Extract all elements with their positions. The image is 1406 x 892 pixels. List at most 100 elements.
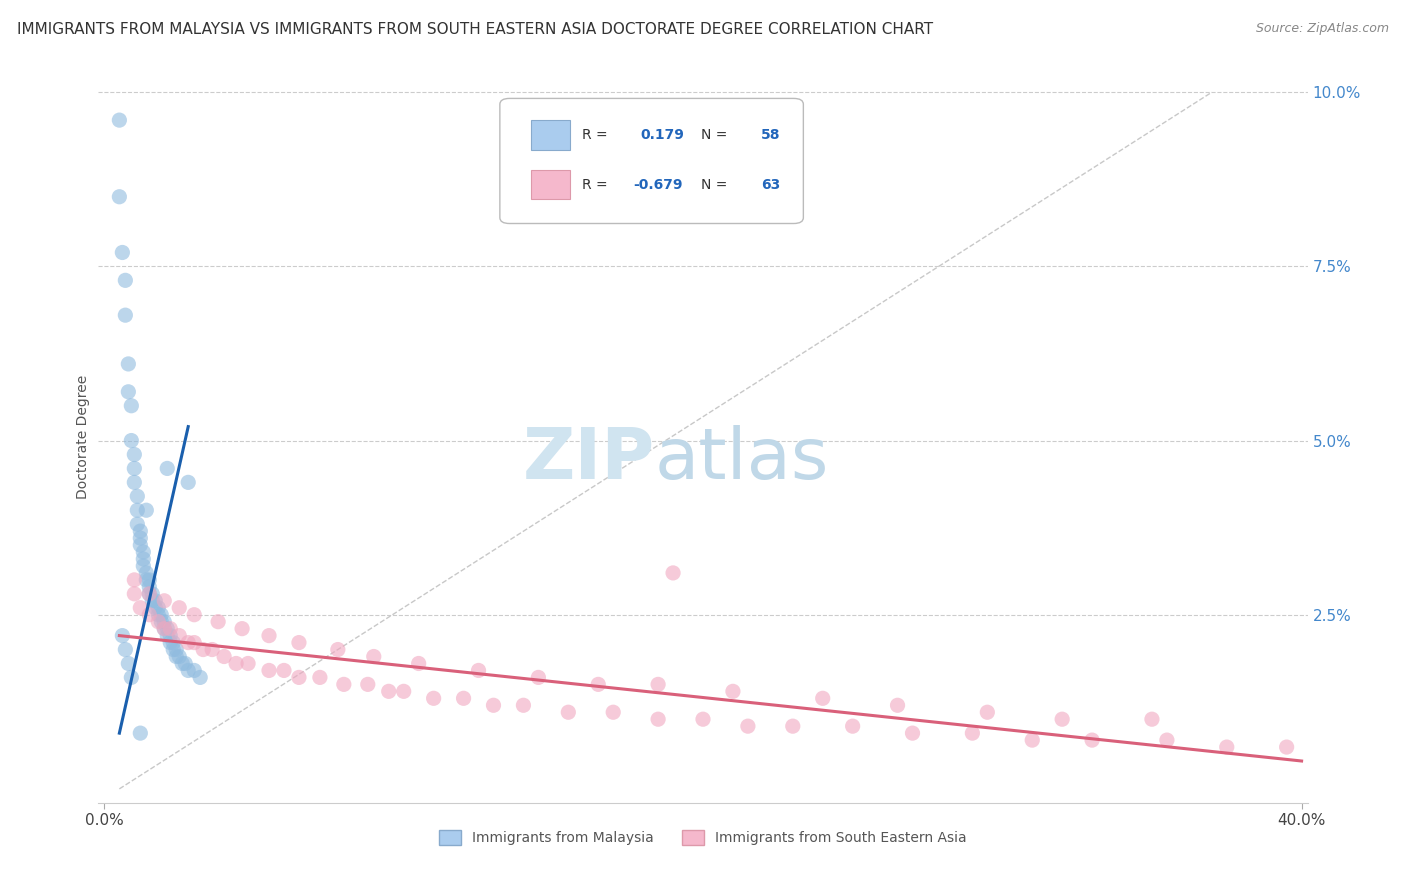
Point <box>1140 712 1163 726</box>
Point <box>212 649 235 664</box>
Point <box>153 615 176 629</box>
Point <box>183 664 205 678</box>
Text: N =: N = <box>700 128 731 142</box>
Point <box>188 670 211 684</box>
Point <box>231 622 253 636</box>
Point <box>135 503 157 517</box>
Point <box>721 684 744 698</box>
Point <box>143 594 166 608</box>
Point <box>117 357 139 371</box>
Point <box>357 677 380 691</box>
Point <box>886 698 908 713</box>
Point <box>482 698 505 713</box>
Point <box>162 635 184 649</box>
Point <box>127 489 149 503</box>
Point <box>129 531 152 545</box>
Point <box>117 657 139 671</box>
FancyBboxPatch shape <box>531 170 569 200</box>
Text: Source: ZipAtlas.com: Source: ZipAtlas.com <box>1256 22 1389 36</box>
Point <box>288 635 311 649</box>
Point <box>976 705 998 719</box>
Point <box>811 691 834 706</box>
Text: -0.679: -0.679 <box>633 178 682 192</box>
Point <box>132 558 155 573</box>
Point <box>148 607 170 622</box>
Point <box>309 670 332 684</box>
Legend: Immigrants from Malaysia, Immigrants from South Eastern Asia: Immigrants from Malaysia, Immigrants fro… <box>433 825 973 851</box>
Point <box>135 573 157 587</box>
Text: 0.179: 0.179 <box>640 128 683 142</box>
Point <box>117 384 139 399</box>
Point <box>141 594 163 608</box>
Point <box>138 587 160 601</box>
Text: atlas: atlas <box>655 425 830 493</box>
Point <box>159 635 181 649</box>
Point <box>108 113 131 128</box>
Point <box>408 657 430 671</box>
Text: 58: 58 <box>761 128 780 142</box>
Point <box>127 517 149 532</box>
Point <box>150 615 173 629</box>
Text: 63: 63 <box>761 178 780 192</box>
Point <box>138 580 160 594</box>
Point <box>111 629 134 643</box>
Point <box>647 712 669 726</box>
Point <box>236 657 259 671</box>
Point <box>225 657 247 671</box>
Point <box>114 273 136 287</box>
Point <box>692 712 714 726</box>
Point <box>586 677 609 691</box>
Point <box>148 600 170 615</box>
Point <box>183 635 205 649</box>
Point <box>124 448 146 462</box>
Point <box>174 657 197 671</box>
Point <box>150 607 173 622</box>
Point <box>165 642 187 657</box>
Point <box>392 684 415 698</box>
Point <box>129 600 152 615</box>
Point <box>156 629 179 643</box>
Point <box>141 587 163 601</box>
Point <box>120 399 142 413</box>
Point <box>156 622 179 636</box>
Point <box>132 552 155 566</box>
Point <box>124 475 146 490</box>
Point <box>177 635 200 649</box>
Point <box>662 566 685 580</box>
Point <box>153 622 176 636</box>
Point <box>1021 733 1043 747</box>
Point <box>602 705 624 719</box>
Point <box>120 434 142 448</box>
Point <box>132 545 155 559</box>
Point <box>153 622 176 636</box>
Point <box>138 607 160 622</box>
Point <box>333 677 356 691</box>
Point <box>138 587 160 601</box>
Point <box>841 719 863 733</box>
Point <box>148 615 170 629</box>
Point <box>177 475 200 490</box>
Point <box>1081 733 1104 747</box>
Point <box>156 461 179 475</box>
Point <box>1050 712 1073 726</box>
Text: IMMIGRANTS FROM MALAYSIA VS IMMIGRANTS FROM SOUTH EASTERN ASIA DOCTORATE DEGREE : IMMIGRANTS FROM MALAYSIA VS IMMIGRANTS F… <box>17 22 934 37</box>
Point <box>165 649 187 664</box>
Point <box>108 190 131 204</box>
Point <box>124 587 146 601</box>
Point <box>172 657 194 671</box>
Point <box>177 664 200 678</box>
Point <box>111 245 134 260</box>
Point <box>737 719 759 733</box>
Y-axis label: Doctorate Degree: Doctorate Degree <box>76 375 90 500</box>
Point <box>1275 740 1298 755</box>
Point <box>201 642 224 657</box>
Point <box>114 642 136 657</box>
Text: R =: R = <box>582 128 612 142</box>
Point <box>207 615 229 629</box>
Point <box>326 642 349 657</box>
Point <box>167 649 190 664</box>
Point <box>647 677 669 691</box>
Point <box>467 664 489 678</box>
Point <box>183 607 205 622</box>
Point <box>159 622 181 636</box>
